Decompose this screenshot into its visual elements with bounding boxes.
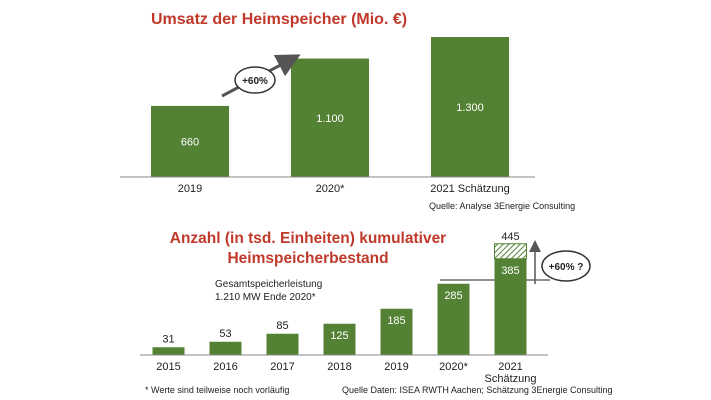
chart2-tick-0: 2015 [156,361,180,373]
chart2-value-label-3: 125 [330,330,348,342]
chart2-tick-6: 2021 [498,361,522,373]
chart2-bar-4 [380,308,413,355]
chart1-value-label-1: 1.100 [316,113,344,125]
chart2-value-label-2: 85 [276,320,288,332]
chart2-bar-5 [437,283,470,355]
chart1-tick-labels: 2019 2020* 2021 Schätzung [178,183,510,195]
chart2-bar-estimate-top [494,243,527,260]
chart2-tick-2: 2017 [270,361,294,373]
chart1-tick-1: 2020* [316,183,345,195]
chart2-source: Quelle Daten: ISEA RWTH Aachen; Schätzun… [342,385,613,395]
chart2-value-label-4: 185 [387,315,405,327]
chart1-source: Quelle: Analyse 3Energie Consulting [429,201,575,211]
chart2-tick-6-line2: Schätzung [485,373,537,385]
chart1-bars: 660 1.100 1.300 [151,37,509,177]
chart2-bar-0 [152,347,185,355]
chart2-value-label-6: 385 [501,265,519,277]
chart2-title-line2: Heimspeicherbestand [227,250,388,267]
chart2-growth-label: +60% ? [549,262,584,273]
chart2-bar-6 [494,258,527,355]
chart2-note-line2: 1.210 MW Ende 2020* [215,292,316,303]
chart2-tick-5: 2020* [439,361,468,373]
chart2-bar-1 [209,341,242,355]
chart2-note-line1: Gesamtspeicherleistung [215,279,322,290]
chart1-value-label-0: 660 [181,136,199,148]
chart1-title: Umsatz der Heimspeicher (Mio. €) [151,11,407,28]
chart2-total-label: 445 [501,231,519,243]
chart2-bar-3 [323,323,356,355]
chart1-growth-label: +60% [242,76,268,87]
chart1-tick-2: 2021 Schätzung [430,183,510,195]
chart1-growth-ellipse [234,66,276,94]
chart2-tick-3: 2018 [327,361,351,373]
chart1-bar-1 [291,58,369,177]
chart2-tick-4: 2019 [384,361,408,373]
chart2-growth-ellipse [541,250,591,282]
chart2-bar-2 [266,333,299,355]
chart2-value-label-5: 285 [444,290,462,302]
chart2-tick-1: 2016 [213,361,237,373]
chart1-value-label-2: 1.300 [456,102,484,114]
chart2-footnote: * Werte sind teilweise noch vorläufig [145,385,289,395]
chart1-bar-2 [431,37,509,177]
chart2-bars: 31 53 85 125 185 285 385 445 [152,231,527,355]
chart1-tick-0: 2019 [178,183,202,195]
chart2-title-line1: Anzahl (in tsd. Einheiten) kumulativer [170,230,446,247]
chart1-bar-0 [151,105,229,177]
chart2-value-label-0: 31 [162,333,174,345]
chart2-value-label-1: 53 [219,328,231,340]
